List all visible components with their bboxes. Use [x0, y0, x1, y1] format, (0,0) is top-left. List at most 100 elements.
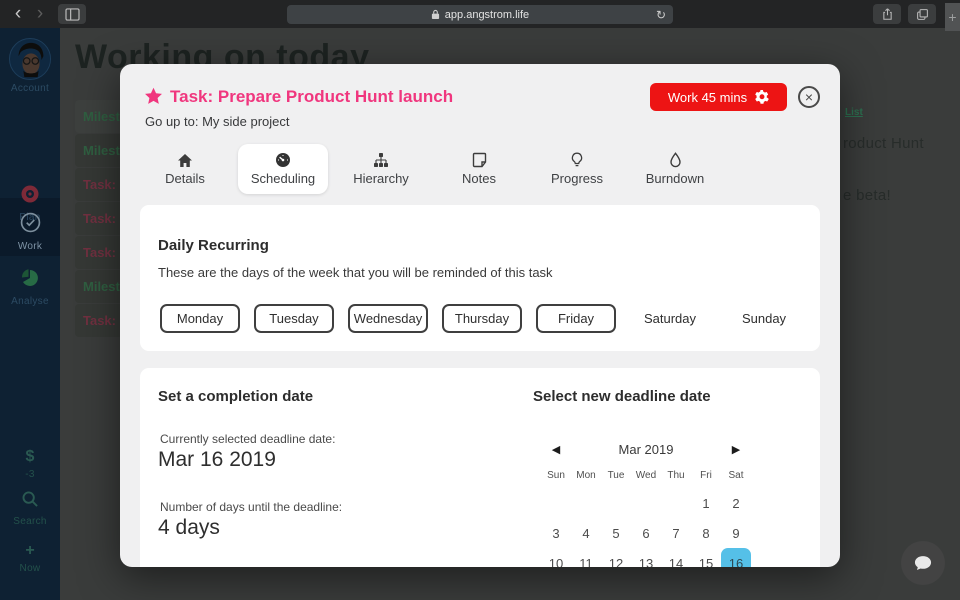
list-link[interactable]: List [845, 107, 863, 118]
chat-bubble-icon [914, 556, 932, 570]
calendar-cell[interactable]: 14 [668, 555, 684, 568]
calendar-cell[interactable]: 8 [702, 525, 710, 541]
calendar-cell[interactable]: 13 [638, 555, 654, 568]
calendar-cell[interactable]: 5 [612, 525, 620, 541]
close-icon[interactable]: × [798, 86, 820, 108]
chat-launcher[interactable] [901, 541, 945, 585]
calendar-cell[interactable]: 6 [642, 525, 650, 541]
balance-value: -3 [25, 469, 35, 480]
day-header: Sat [728, 470, 744, 481]
sidebar-toggle-icon[interactable] [58, 4, 86, 24]
url-text: app.angstrom.life [444, 8, 530, 21]
section-title: Set a completion date [158, 388, 314, 405]
back-icon[interactable]: ‹ [14, 3, 22, 24]
address-bar[interactable]: app.angstrom.life ↻ [287, 5, 673, 24]
calendar-cell[interactable]: 3 [552, 525, 560, 541]
plus-icon: + [25, 542, 35, 559]
current-deadline-label: Currently selected deadline date: [160, 432, 336, 446]
calendar-cell[interactable]: 4 [582, 525, 590, 541]
tab-label: Burndown [645, 171, 705, 186]
droplet-icon [669, 152, 681, 168]
sidebar-item-account[interactable]: Account [0, 38, 60, 94]
day-button-sunday[interactable]: Sunday [724, 304, 804, 333]
browser-toolbar: ‹ › app.angstrom.life ↻ + [0, 0, 960, 31]
sidebar-item-plan[interactable]: Plan [0, 184, 60, 223]
gauge-icon [276, 153, 290, 167]
day-button-friday[interactable]: Friday [536, 304, 616, 333]
home-icon [178, 153, 192, 167]
calendar: ◀ Mar 2019 ▶ Sun Mon Tue Wed Thu Fri Sat [541, 434, 751, 567]
day-header: Fri [700, 470, 712, 481]
daily-description: These are the days of the week that you … [158, 265, 553, 280]
tab-hierarchy[interactable]: Hierarchy [336, 144, 426, 194]
sidebar-item-now[interactable]: + Now [0, 542, 60, 574]
daily-recurring-card: Daily Recurring These are the days of th… [140, 205, 820, 351]
calendar-cell [661, 488, 691, 518]
target-icon [21, 185, 39, 203]
deadline-card: Set a completion date Currently selected… [140, 368, 820, 567]
day-header: Sun [547, 470, 565, 481]
prev-month-icon[interactable]: ◀ [551, 443, 561, 456]
modal-title: Task: Prepare Product Hunt launch [170, 87, 454, 106]
sidebar-item-label: Analyse [11, 296, 49, 307]
calendar-cell [541, 488, 571, 518]
sidebar-item-label: Account [10, 83, 50, 94]
days-until-label: Number of days until the deadline: [160, 500, 343, 514]
sidebar-item-work[interactable]: Work [0, 212, 60, 252]
detail-text: e beta! [843, 187, 891, 204]
days-until-value: 4 days [158, 516, 220, 539]
calendar-cell[interactable]: 10 [548, 555, 564, 568]
check-circle-icon [20, 212, 40, 233]
new-tab-button[interactable]: + [945, 3, 960, 31]
sidebar-item-analyse[interactable]: Analyse [0, 268, 60, 307]
sidebar-active-highlight [0, 198, 60, 256]
day-button-monday[interactable]: Monday [160, 304, 240, 333]
tabs-overview-icon[interactable] [908, 4, 936, 24]
next-month-icon[interactable]: ▶ [731, 443, 741, 456]
reload-icon[interactable]: ↻ [655, 7, 666, 22]
day-button-tuesday[interactable]: Tuesday [254, 304, 334, 333]
calendar-cell [631, 488, 661, 518]
calendar-cell[interactable]: 15 [698, 555, 714, 568]
tab-notes[interactable]: Notes [434, 144, 524, 194]
calendar-cell [571, 488, 601, 518]
tab-details[interactable]: Details [140, 144, 230, 194]
gear-icon [755, 90, 769, 104]
dollar-icon: $ [25, 448, 35, 465]
section-title: Daily Recurring [158, 237, 269, 254]
calendar-cell[interactable]: 9 [732, 525, 740, 541]
tab-scheduling[interactable]: Scheduling [238, 144, 328, 194]
section-title: Select new deadline date [533, 388, 711, 405]
calendar-nav: ◀ Mar 2019 ▶ [541, 434, 751, 464]
day-buttons: Monday Tuesday Wednesday Thursday Friday… [160, 304, 818, 333]
calendar-cell[interactable]: 1 [702, 495, 710, 511]
sidebar-item-label: Now [19, 563, 41, 574]
tab-burndown[interactable]: Burndown [630, 144, 720, 194]
share-icon[interactable] [873, 4, 901, 24]
modal-tabs: Details Scheduling Hierarchy Notes Progr… [140, 144, 728, 194]
current-deadline-value: Mar 16 2019 [158, 448, 276, 471]
day-button-saturday[interactable]: Saturday [630, 304, 710, 333]
tab-label: Progress [550, 171, 604, 186]
day-button-thursday[interactable]: Thursday [442, 304, 522, 333]
calendar-cell[interactable]: 12 [608, 555, 624, 568]
sidebar-item-balance[interactable]: $ -3 [0, 448, 60, 480]
sidebar-item-label: Work [17, 241, 43, 252]
calendar-cell-selected[interactable]: 16 [721, 548, 751, 567]
day-button-wednesday[interactable]: Wednesday [348, 304, 428, 333]
forward-icon[interactable]: › [36, 3, 44, 24]
modal-subtitle[interactable]: Go up to: My side project [145, 114, 290, 129]
tab-progress[interactable]: Progress [532, 144, 622, 194]
work-button[interactable]: Work 45 mins [650, 83, 787, 111]
work-button-label: Work 45 mins [667, 89, 748, 105]
tab-label: Details [165, 170, 205, 186]
detail-text: roduct Hunt [843, 135, 924, 152]
calendar-day-headers: Sun Mon Tue Wed Thu Fri Sat [541, 464, 751, 488]
pie-chart-icon [21, 269, 38, 286]
sidebar-item-search[interactable]: Search [0, 490, 60, 527]
calendar-cell[interactable]: 7 [672, 525, 680, 541]
tab-label: Notes [462, 171, 496, 186]
calendar-cell[interactable]: 11 [579, 555, 593, 568]
calendar-cell[interactable]: 2 [732, 495, 740, 511]
calendar-month: Mar 2019 [618, 441, 674, 457]
